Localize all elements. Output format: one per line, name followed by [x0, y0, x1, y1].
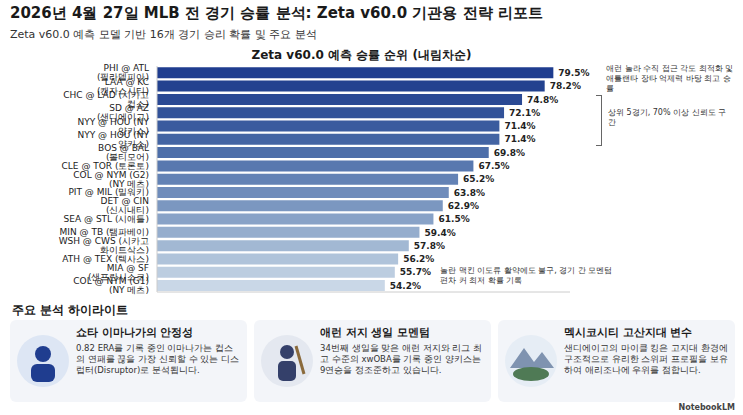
svg-text:54.2%: 54.2%: [390, 281, 421, 291]
svg-text:72.1%: 72.1%: [509, 108, 540, 118]
svg-text:WSH @ CWS (시카고화이트삭스): WSH @ CWS (시카고화이트삭스): [59, 236, 149, 255]
svg-text:71.4%: 71.4%: [504, 121, 535, 131]
svg-text:63.8%: 63.8%: [454, 188, 485, 198]
svg-text:69.8%: 69.8%: [494, 148, 525, 158]
svg-text:71.4%: 71.4%: [504, 134, 535, 144]
svg-text:79.5%: 79.5%: [558, 68, 589, 78]
svg-text:BOS @ BAL(볼티모어): BOS @ BAL(볼티모어): [98, 143, 149, 162]
svg-text:COL @ NYM (G1)(NY 메츠): COL @ NYM (G1)(NY 메츠): [73, 276, 149, 295]
svg-text:56.2%: 56.2%: [403, 254, 434, 264]
svg-text:65.2%: 65.2%: [463, 174, 494, 184]
svg-text:78.2%: 78.2%: [550, 81, 581, 91]
svg-text:74.8%: 74.8%: [527, 95, 558, 105]
svg-text:DET @ CIN(신시내티): DET @ CIN(신시내티): [100, 196, 149, 215]
svg-text:COL @ NYM (G2)(NY 메츠): COL @ NYM (G2)(NY 메츠): [73, 170, 149, 189]
svg-text:57.8%: 57.8%: [414, 241, 445, 251]
svg-text:SEA @ STL (시애틀): SEA @ STL (시애틀): [64, 214, 149, 224]
svg-text:67.5%: 67.5%: [478, 161, 509, 171]
svg-text:61.5%: 61.5%: [438, 214, 469, 224]
svg-text:55.7%: 55.7%: [400, 267, 431, 277]
svg-text:59.4%: 59.4%: [424, 228, 455, 238]
svg-text:62.9%: 62.9%: [448, 201, 479, 211]
